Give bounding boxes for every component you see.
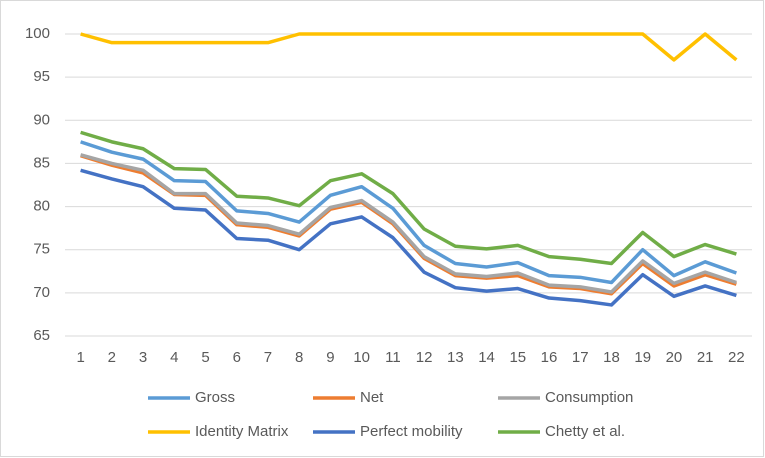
y-tick-label: 90 — [33, 111, 50, 128]
series-line — [80, 32, 738, 62]
x-tick-label: 5 — [201, 349, 209, 366]
legend-label: Identity Matrix — [195, 423, 289, 440]
series-line — [80, 168, 737, 307]
y-tick-label: 70 — [33, 284, 50, 301]
x-tick-label: 19 — [634, 349, 651, 366]
legend-label: Perfect mobility — [360, 423, 463, 440]
x-tick-label: 16 — [541, 349, 558, 366]
x-tick-label: 1 — [76, 349, 84, 366]
legend-label: Chetty et al. — [545, 423, 625, 440]
y-tick-label: 65 — [33, 327, 50, 344]
y-tick-label: 80 — [33, 198, 50, 215]
y-tick-label: 75 — [33, 241, 50, 258]
x-tick-label: 17 — [572, 349, 589, 366]
legend-label: Net — [360, 389, 384, 406]
x-tick-label: 14 — [478, 349, 495, 366]
x-tick-label: 6 — [233, 349, 241, 366]
x-tick-label: 12 — [416, 349, 433, 366]
x-tick-label: 20 — [666, 349, 683, 366]
series-line — [80, 130, 737, 266]
x-tick-label: 22 — [728, 349, 745, 366]
x-tick-label: 7 — [264, 349, 272, 366]
x-tick-label: 13 — [447, 349, 464, 366]
x-tick-label: 4 — [170, 349, 178, 366]
x-tick-label: 10 — [353, 349, 370, 366]
series-line — [80, 140, 737, 285]
x-tick-label: 15 — [509, 349, 526, 366]
y-tick-label: 85 — [33, 154, 50, 171]
x-tick-label: 2 — [108, 349, 116, 366]
x-tick-label: 11 — [385, 349, 401, 366]
x-tick-label: 18 — [603, 349, 620, 366]
y-tick-label: 100 — [25, 25, 50, 42]
y-tick-label: 95 — [33, 68, 50, 85]
x-tick-label: 21 — [697, 349, 714, 366]
legend-label: Consumption — [545, 389, 633, 406]
legend-label: Gross — [195, 389, 235, 406]
x-tick-label: 8 — [295, 349, 303, 366]
series-line — [80, 153, 737, 294]
x-tick-label: 3 — [139, 349, 147, 366]
x-tick-label: 9 — [326, 349, 334, 366]
